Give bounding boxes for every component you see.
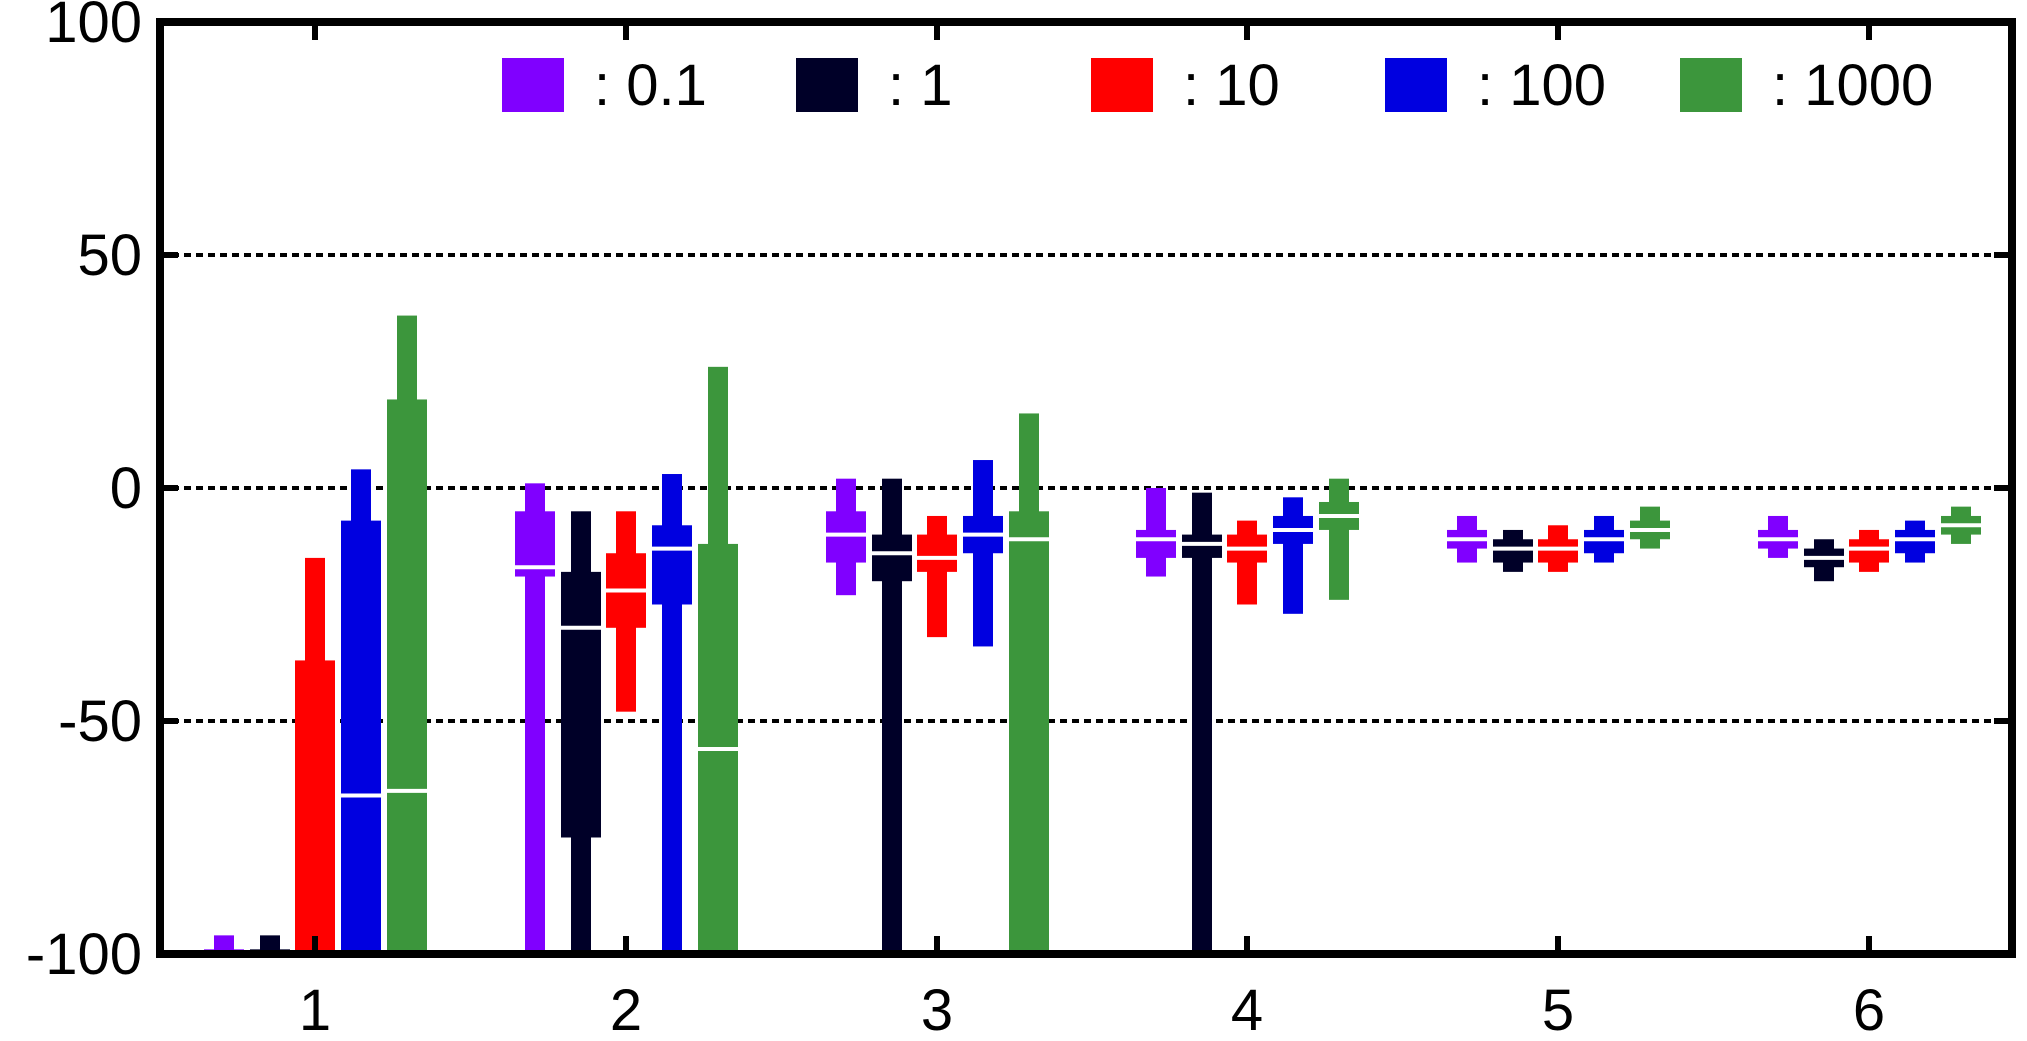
box-mark [1227, 520, 1267, 605]
box-mark [515, 483, 555, 954]
iqr-box [341, 520, 381, 954]
box-mark [387, 315, 427, 955]
iqr-box [826, 511, 866, 563]
legend-swatch [1385, 58, 1447, 112]
x-tick-label: 5 [1542, 978, 1574, 1041]
x-tick-label: 1 [299, 978, 331, 1041]
legend-swatch [1680, 58, 1742, 112]
grid-lines [160, 253, 2012, 723]
whisker-bar [1192, 492, 1212, 954]
y-tick-label: 50 [77, 223, 142, 288]
box-mark [698, 366, 738, 955]
legend-entry: : 100 [1385, 53, 1606, 118]
box-mark [341, 469, 381, 954]
iqr-box [561, 571, 601, 838]
plot-frame [156, 18, 2016, 958]
box-mark [872, 478, 912, 954]
whisker-bar [927, 515, 947, 638]
series-group [250, 478, 1844, 954]
x-tick-label: 4 [1231, 978, 1263, 1041]
x-tick-label: 2 [610, 978, 642, 1041]
y-tick-label: 0 [110, 456, 142, 521]
box-mark [826, 478, 866, 596]
legend-label: : 1 [888, 53, 953, 118]
box-series-group [204, 315, 1981, 955]
y-tick-label: -100 [26, 922, 142, 987]
box-mark [1584, 515, 1624, 563]
iqr-box [1895, 529, 1935, 554]
iqr-box [1136, 529, 1176, 558]
box-mark [295, 557, 335, 954]
box-mark [1182, 492, 1222, 954]
box-mark [1319, 478, 1359, 600]
legend-label: : 1000 [1772, 53, 1933, 118]
box-mark [1009, 413, 1049, 954]
box-mark [561, 511, 601, 954]
iqr-box [652, 525, 692, 605]
legend-swatch [1091, 58, 1153, 112]
box-mark [1447, 515, 1487, 563]
series-group [204, 478, 1798, 954]
box-mark [1941, 506, 1981, 544]
series-group [387, 315, 1981, 955]
box-mark [606, 511, 646, 712]
iqr-box [1584, 529, 1624, 554]
x-tick-label: 3 [921, 978, 953, 1041]
whisker-bar [525, 483, 545, 954]
box-mark [1493, 529, 1533, 572]
iqr-box [1493, 539, 1533, 563]
legend-swatch [796, 58, 858, 112]
y-tick-label: -50 [58, 689, 142, 754]
box-mark [1895, 520, 1935, 563]
iqr-box [295, 660, 335, 954]
box-mark [1273, 497, 1313, 614]
iqr-box [1538, 539, 1578, 563]
legend-label: : 100 [1477, 53, 1606, 118]
legend-swatch [502, 58, 564, 112]
x-tick-label: 6 [1853, 978, 1885, 1041]
iqr-box [1009, 511, 1049, 954]
legend: : 0.1 : 1 : 10 : 100 : 1000 [502, 53, 1933, 118]
iqr-box [917, 534, 957, 572]
box-mark [1136, 488, 1176, 577]
box-mark [963, 460, 1003, 647]
iqr-box [1849, 539, 1889, 563]
iqr-box [1182, 534, 1222, 558]
legend-entry: : 1 [796, 53, 953, 118]
whisker-bar [214, 935, 234, 954]
box-mark [917, 515, 957, 638]
box-mark [1804, 539, 1844, 582]
box-mark [1538, 525, 1578, 572]
box-mark [1630, 506, 1670, 549]
series-group [295, 511, 1889, 954]
legend-entry: : 1000 [1680, 53, 1933, 118]
legend-entry: : 10 [1091, 53, 1280, 118]
whisker-bar [1329, 478, 1349, 600]
y-tick-label: 100 [45, 0, 142, 55]
box-mark [652, 474, 692, 954]
legend-label: : 10 [1183, 53, 1280, 118]
legend-entry: : 0.1 [502, 53, 707, 118]
iqr-box [872, 534, 912, 582]
box-mark [1849, 529, 1889, 572]
whisker-bar [882, 478, 902, 954]
whisker-bar [260, 935, 280, 954]
series-group [341, 460, 1935, 954]
iqr-box [387, 399, 427, 955]
legend-label: : 0.1 [594, 53, 707, 118]
whisker-bar [1283, 497, 1303, 614]
box-mark [1758, 515, 1798, 558]
